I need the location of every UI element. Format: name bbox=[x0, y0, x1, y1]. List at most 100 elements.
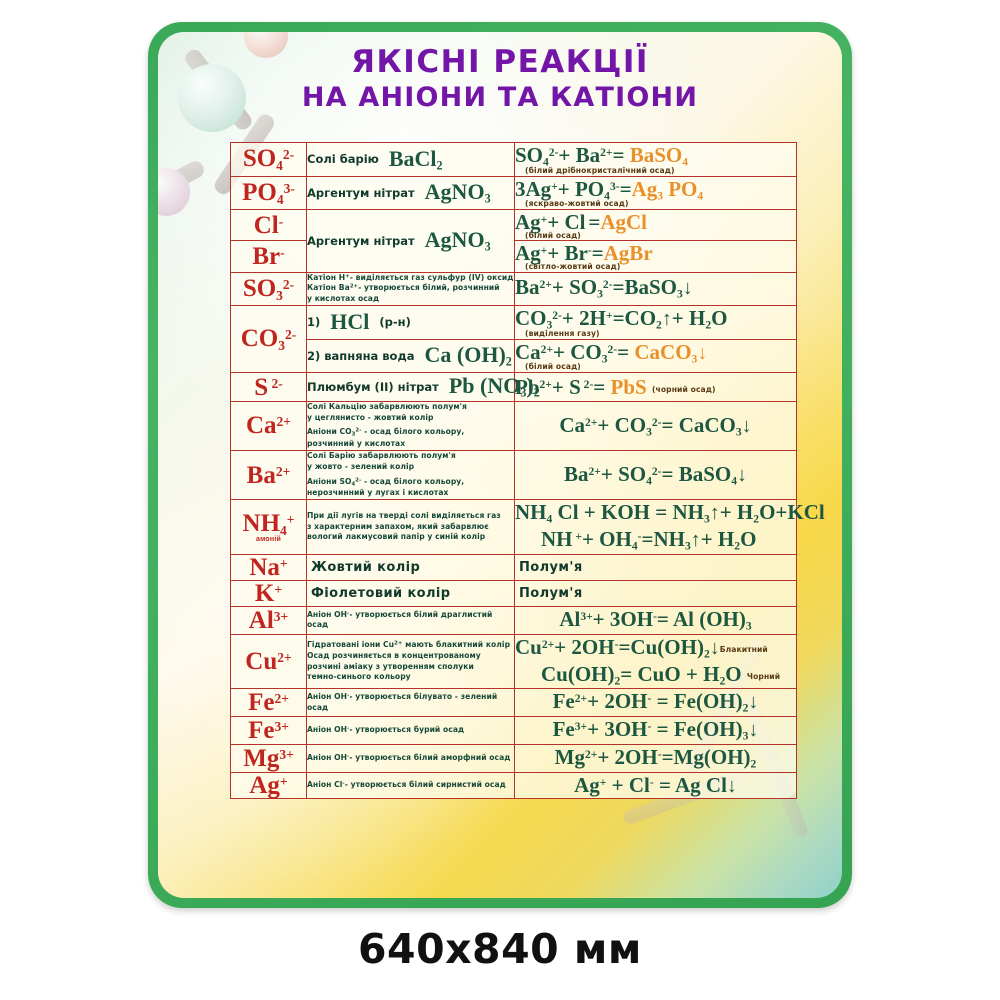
reagent-row: Солі барію BaCl2 bbox=[307, 146, 514, 174]
equation-cell: Fe2++ 2OH- = Fe(OH)2↓ bbox=[514, 688, 797, 718]
reagent-cell: Плюмбум (II) нітрат Pb (NO3)2 bbox=[306, 372, 540, 402]
reagent-cell: Солі барію BaCl2 bbox=[306, 142, 515, 177]
equation-line: Fe2++ 2OH- = Fe(OH)2↓ bbox=[552, 689, 759, 715]
equation-line: Ag++ Br-=AgBr bbox=[515, 241, 653, 266]
equation-cell: Ba2++ SO42-= BaSO4↓ bbox=[514, 450, 797, 501]
table-row: Ba2+ Солі Барію забарвлюють полум'я у жовт… bbox=[230, 450, 797, 501]
ion-label-cell: Fe3+ bbox=[230, 716, 307, 746]
reagent-name: Солі барію bbox=[307, 152, 379, 167]
reagent-cell: Аніон ОН-- утворюється білий драглистий о… bbox=[306, 605, 515, 635]
equation-line: Cu2++ 2OH-=Cu(OH)2↓Блакитний bbox=[515, 634, 768, 661]
ion-label-cell: K+ bbox=[230, 579, 307, 607]
equation-line: Mg2++ 2OH-=Mg(OH)2 bbox=[554, 745, 757, 771]
reagent-description: Аніон Cl-- утворюється білий сирнистий о… bbox=[307, 780, 506, 790]
reagent-cell: Аргентум нітрат AgNO3 bbox=[306, 175, 515, 211]
table-row: Mg3+ Аніон ОН-- утворюється білий аморфни… bbox=[230, 744, 797, 773]
reagent-row: 2) вапняна вода Ca (OH)2 bbox=[307, 342, 514, 370]
table-body: SO42- Солі барію BaCl2 SO42-+ Ba2+= BaSO4 (б… bbox=[230, 142, 825, 800]
table-row: Br- Ag++ Br-=AgBr (світло-жовтий осад) bbox=[230, 240, 797, 273]
equation-line: Cu(OH)2= CuO + H2O Чорний bbox=[541, 661, 781, 688]
equation-line: Ag++ Cl =AgCl bbox=[515, 210, 648, 235]
equation-note: (білий дрібнокристалічний осад) bbox=[525, 165, 675, 175]
equation-note: (виділення газу) bbox=[525, 328, 600, 338]
ion-label-cell: SO42- bbox=[230, 142, 307, 177]
equation-cell: Ca2++ CO32-= CaCO3↓ (білий осад) bbox=[514, 338, 797, 374]
reagent-description: При дії лугів на тверді солі виділяється… bbox=[307, 510, 501, 542]
equation-cell: Ag+ + Cl- = Ag Cl↓ bbox=[514, 771, 797, 800]
equation-cell: Ag++ Br-=AgBr (світло-жовтий осад) bbox=[514, 240, 797, 273]
reagent-cell: Жовтий колір bbox=[306, 553, 515, 581]
reagent-name: 1) bbox=[307, 315, 321, 330]
table-row: Cu2+ Гідратовані іони Cu2+ мають блакитни… bbox=[230, 633, 797, 690]
equation-cell: 3Ag++ PO43-=Ag3 PO4 (яскраво-жовтий осад) bbox=[514, 175, 797, 211]
table-row: Cl- Аргентум нітрат AgNO3 Ag++ Cl =AgCl (біл… bbox=[230, 209, 797, 273]
table-row: K+ Фіолетовий колір Полум'я bbox=[230, 579, 797, 607]
reagent-row: Плюмбум (II) нітрат Pb (NO3)2 bbox=[307, 373, 540, 401]
table-row: Fe2+ Аніон ОН-- утворюється білувато - зе… bbox=[230, 688, 797, 718]
reagent-row: Аргентум нітрат AgNO3 bbox=[307, 179, 514, 207]
ion-label-cell: Ag+ bbox=[230, 771, 307, 800]
reagent-description: Аніон ОН-- утворюється білий драглистий о… bbox=[307, 609, 493, 630]
ion-label-cell: SO32- bbox=[230, 271, 307, 306]
ion-label-cell: Ba2+ bbox=[230, 450, 307, 501]
equation-cell: Полум'я bbox=[514, 579, 797, 607]
equation-cell: CO32-+ 2H+=CO2↑+ H2O (виділення газу) bbox=[514, 304, 797, 340]
equation-line: CO32-+ 2H+=CO2↑+ H2O bbox=[515, 305, 728, 332]
reagent-cell: Солі Кальцію забарвлюють полум'я у цеглян… bbox=[306, 400, 515, 452]
table-row: Al3+ Аніон ОН-- утворюється білий драглис… bbox=[230, 605, 797, 635]
equation-line: NH ++ OH4-=NH3↑+ H2O bbox=[541, 527, 757, 553]
table-row: Na+ Жовтий колір Полум'я bbox=[230, 553, 797, 581]
table-row: S 2- Плюмбум (II) нітрат Pb (NO3)2 Pb2++ S … bbox=[230, 372, 797, 402]
reagent-suffix: (р-н) bbox=[379, 315, 411, 330]
reagent-description: Аніон ОН-- утворюється білувато - зелени… bbox=[307, 692, 498, 712]
equation-note: (білий осад) bbox=[525, 230, 581, 240]
ion-label-cell: Al3+ bbox=[230, 605, 307, 635]
reagent-cell: Фіолетовий колір bbox=[306, 579, 515, 607]
reagent-row: 1) HCl (р-н) bbox=[307, 309, 514, 335]
equation-line: Fe3++ 3OH- = Fe(OH)3↓ bbox=[552, 717, 759, 743]
equation-cell: SO42-+ Ba2+= BaSO4 (білий дрібнокристаліч… bbox=[514, 142, 797, 177]
ion-label-cell: Br- bbox=[230, 240, 307, 273]
reagent-description: Аніон ОН-- утворюється білий аморфний ос… bbox=[307, 753, 511, 763]
equation-text: Полум'я bbox=[519, 585, 583, 601]
poster-green-frame: ЯКІСНІ РЕАКЦІЇ НА АНІОНИ ТА КАТІОНИ SO42… bbox=[148, 22, 852, 908]
ion-label-cell: NH4+ амоній bbox=[230, 499, 307, 555]
reagent-cell: Солі Барію забарвлюють полум'я у жовто - … bbox=[306, 450, 515, 501]
reagent-cell: Аргентум нітрат AgNO3 bbox=[306, 209, 515, 273]
reagent-description: Солі Барію забарвлюють полум'я у жовто - … bbox=[307, 451, 465, 498]
ion-label-cell: CO32- bbox=[230, 304, 307, 374]
equation-cell: Ca2++ CO32-= CaCO3↓ bbox=[514, 400, 797, 452]
equation-line: Ag+ + Cl- = Ag Cl↓ bbox=[574, 773, 737, 797]
reagent-name: Аргентум нітрат bbox=[307, 233, 415, 248]
table-row: SO42- Солі барію BaCl2 SO42-+ Ba2+= BaSO4 (б… bbox=[230, 142, 797, 177]
qualitative-reactions-table: SO42- Солі барію BaCl2 SO42-+ Ba2+= BaSO4 (б… bbox=[230, 142, 825, 800]
equation-cell: Mg2++ 2OH-=Mg(OH)2 bbox=[514, 744, 797, 773]
ion-label-cell: Na+ bbox=[230, 553, 307, 581]
reagent-cell: 1) HCl (р-н) bbox=[306, 304, 515, 340]
equation-line: NH4 Cl + KOH = NH3↑+ H2O+KCl bbox=[515, 500, 825, 526]
equation-cell: Ag++ Cl =AgCl (білий осад) bbox=[514, 209, 797, 242]
reactions-table-container: SO42- Солі барію BaCl2 SO42-+ Ba2+= BaSO4 (б… bbox=[230, 142, 825, 800]
reagent-formula: Ca (OH)2 bbox=[424, 342, 512, 369]
reagent-formula: Pb (NO3)2 bbox=[448, 373, 540, 400]
title-line-1: ЯКІСНІ РЕАКЦІЇ bbox=[351, 44, 649, 80]
equation-cell: Cu2++ 2OH-=Cu(OH)2↓Блакитний Cu(OH)2= CuO… bbox=[514, 633, 797, 690]
equation-line: Ba2++ SO42-= BaSO4↓ bbox=[563, 461, 747, 488]
table-row: NH4+ амоній При дії лугів на тверді солі в… bbox=[230, 499, 825, 555]
equation-cell: Pb2++ S 2-= PbS (чорний осад) bbox=[514, 372, 797, 402]
ion-label-cell: Cu2+ bbox=[230, 633, 307, 690]
reagent-description: Катіон Н+- виділяється газ сульфур (IV) … bbox=[307, 272, 514, 304]
reagent-formula: BaCl2 bbox=[388, 145, 443, 173]
poster-inner-panel: ЯКІСНІ РЕАКЦІЇ НА АНІОНИ ТА КАТІОНИ SO42… bbox=[158, 32, 842, 898]
table-row: PO43- Аргентум нітрат AgNO3 3Ag++ PO43-=Ag3… bbox=[230, 175, 797, 211]
equation-cell: Ba2++ SO32-=BaSO3↓ bbox=[514, 271, 797, 306]
reagent-cell: При дії лугів на тверді солі виділяється… bbox=[306, 499, 515, 555]
reagent-description: Гідратовані іони Cu2+ мають блакитний ко… bbox=[307, 640, 511, 682]
equation-line: Al3++ 3OH-= Al (OH)3 bbox=[559, 606, 752, 633]
equation-text: Полум'я bbox=[519, 559, 583, 575]
equation-cell: Fe3++ 3OH- = Fe(OH)3↓ bbox=[514, 716, 797, 746]
reagent-name: 2) вапняна вода bbox=[307, 348, 415, 363]
reagent-formula: AgNO3 bbox=[424, 179, 491, 206]
equation-line: Ba2++ SO32-=BaSO3↓ bbox=[515, 275, 693, 301]
